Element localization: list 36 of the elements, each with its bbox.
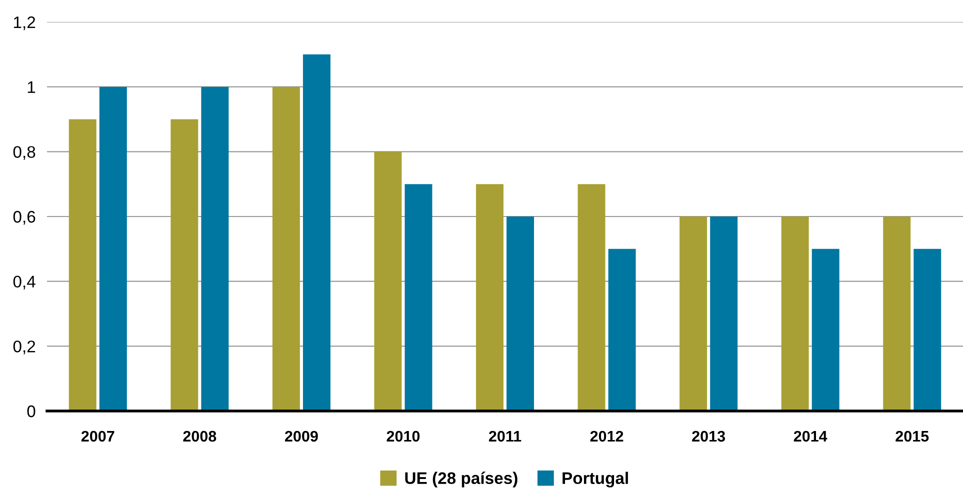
legend-label: UE (28 países) xyxy=(405,472,518,488)
bar xyxy=(781,216,809,411)
bar xyxy=(506,216,534,411)
bar xyxy=(710,216,738,411)
y-tick-label: 0,6 xyxy=(13,210,36,225)
x-tick-label: 2015 xyxy=(896,430,929,442)
y-tick-label: 0,2 xyxy=(13,340,36,354)
bar xyxy=(914,248,942,411)
bar xyxy=(578,184,606,411)
bar xyxy=(302,54,330,411)
x-tick-label: 2010 xyxy=(386,430,420,442)
bar xyxy=(272,86,300,411)
x-tick-label: 2012 xyxy=(590,430,624,442)
x-tick-label: 2011 xyxy=(488,430,522,442)
y-tick-label: 0,4 xyxy=(13,276,36,290)
x-tick-label: 2009 xyxy=(284,430,318,442)
y-tick-label: 0 xyxy=(27,405,36,418)
bar xyxy=(68,119,96,411)
bar xyxy=(608,248,636,411)
x-tick-label: 2007 xyxy=(81,430,114,442)
x-tick-label: 2008 xyxy=(183,430,216,442)
y-tick-label: 1,2 xyxy=(14,16,36,30)
bar xyxy=(170,119,198,411)
legend-label: Portugal xyxy=(562,472,628,488)
bar xyxy=(404,184,432,411)
bar xyxy=(812,248,840,411)
bar xyxy=(201,86,229,411)
y-tick-label: 0,8 xyxy=(13,146,36,160)
x-tick-label: 2014 xyxy=(794,430,828,442)
bar xyxy=(680,216,708,411)
bar xyxy=(99,86,127,411)
bar xyxy=(476,184,504,411)
bar xyxy=(374,152,402,411)
bar xyxy=(883,216,911,411)
y-tick-label: 1 xyxy=(28,81,36,93)
x-tick-label: 2013 xyxy=(692,430,725,442)
